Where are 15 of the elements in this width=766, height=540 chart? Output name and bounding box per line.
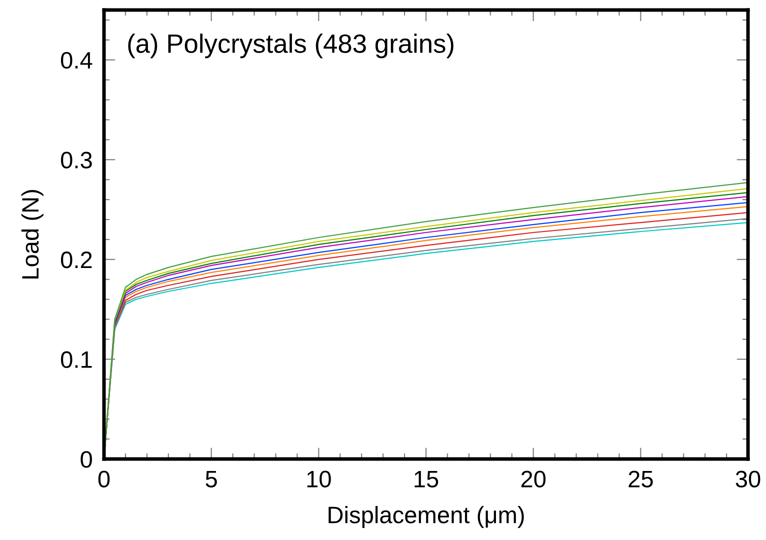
x-axis-title: Displacement (μm) [328,506,524,528]
y-tick-label: 0 [80,451,92,468]
annotation: (a) Polycrystals (483 grains) [128,34,454,58]
y-tick-label: 0.2 [60,252,92,268]
x-tick-label: 10 [307,470,331,488]
y-tick-label: 0.1 [60,351,92,368]
y-tick-label: 0.3 [60,152,92,168]
x-tick-label: 25 [628,470,653,488]
x-tick-label: 0 [98,470,110,488]
x-tick-label: 20 [521,470,546,488]
y-axis-title: Load (N) [21,190,44,278]
x-tick-label: 5 [206,470,217,488]
x-tick-label: 15 [414,470,438,488]
x-tick-label: 30 [736,470,760,488]
y-tick-label: 0.4 [60,52,92,69]
